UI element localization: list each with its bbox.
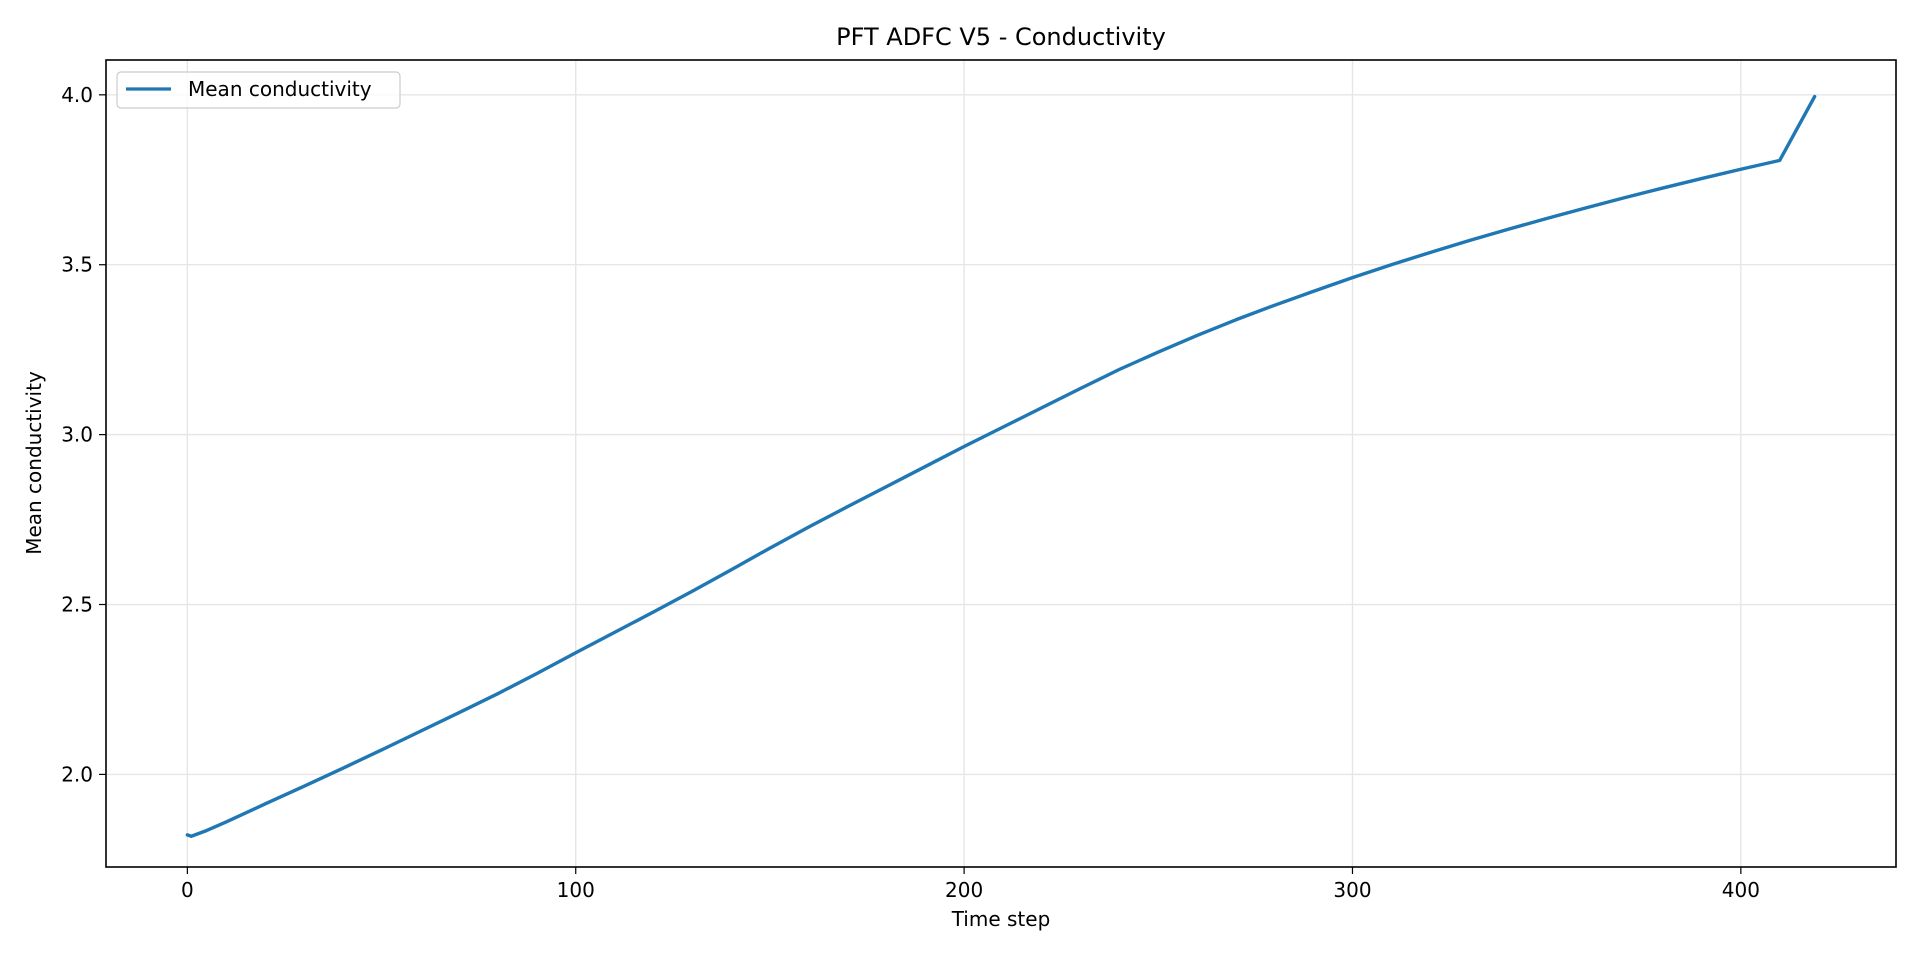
- x-tick-label: 100: [557, 878, 595, 902]
- y-axis: 2.0 2.5 3.0 3.5 4.0: [61, 83, 106, 786]
- chart-title: PFT ADFC V5 - Conductivity: [836, 23, 1166, 51]
- plot-frame: [105, 59, 1897, 868]
- legend-label-mean-conductivity: Mean conductivity: [188, 77, 372, 101]
- y-tick-label: 2.5: [61, 593, 93, 617]
- y-tick-label: 3.5: [61, 253, 93, 277]
- y-tick-label: 3.0: [61, 423, 93, 447]
- y-axis-label: Mean conductivity: [22, 371, 46, 555]
- series-line-mean-conductivity: [185, 94, 1817, 838]
- series-layer: [185, 94, 1817, 838]
- y-tick-label: 2.0: [61, 762, 93, 786]
- x-tick-label: 300: [1333, 878, 1371, 902]
- x-tick-label: 0: [181, 878, 194, 902]
- x-tick-label: 400: [1722, 878, 1760, 902]
- x-tick-label: 200: [945, 878, 983, 902]
- x-axis-label: Time step: [951, 907, 1051, 931]
- x-axis: 0 100 200 300 400: [181, 867, 1760, 902]
- legend-frame: [116, 71, 401, 109]
- grid: [106, 60, 1896, 867]
- legend: Mean conductivity: [116, 71, 401, 109]
- y-tick-label: 4.0: [61, 83, 93, 107]
